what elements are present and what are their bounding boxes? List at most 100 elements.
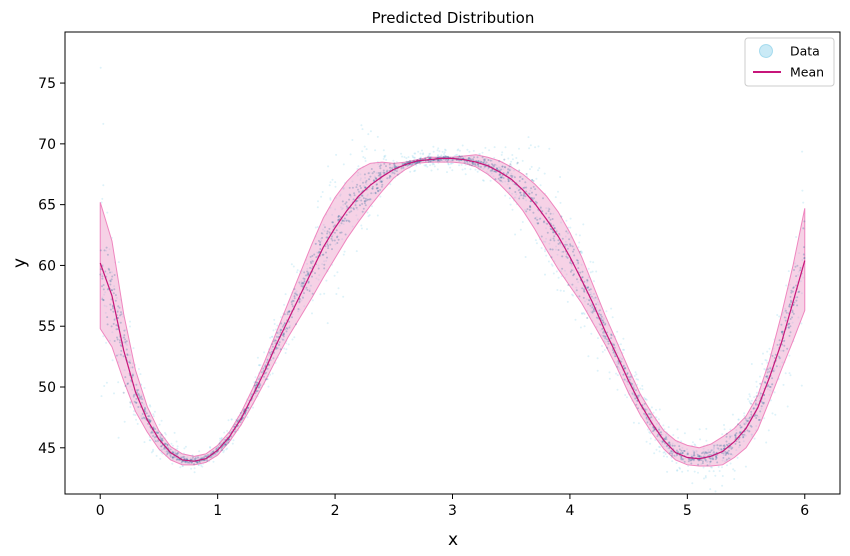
- data-point: [411, 154, 414, 157]
- data-point: [320, 195, 323, 198]
- data-point: [177, 452, 180, 455]
- data-point: [588, 299, 590, 302]
- data-point: [377, 190, 379, 193]
- data-point: [341, 220, 344, 222]
- data-point: [749, 424, 752, 427]
- data-point: [619, 343, 622, 346]
- data-point: [753, 415, 756, 417]
- data-point: [591, 306, 594, 309]
- data-point: [518, 197, 521, 200]
- data-point: [323, 292, 326, 295]
- data-point: [141, 417, 144, 420]
- data-point: [329, 197, 332, 200]
- data-point: [580, 252, 583, 255]
- data-point: [196, 461, 199, 464]
- data-point: [580, 312, 583, 315]
- data-point: [511, 158, 514, 161]
- data-point: [258, 364, 261, 367]
- data-point: [129, 406, 132, 408]
- data-point: [762, 401, 765, 404]
- data-point: [111, 359, 114, 362]
- data-point: [254, 376, 257, 379]
- data-point: [393, 166, 396, 169]
- data-point: [717, 447, 720, 450]
- data-point: [326, 230, 329, 233]
- data-point: [379, 162, 382, 165]
- data-point: [135, 397, 138, 400]
- data-point: [140, 398, 143, 400]
- data-point: [376, 187, 378, 190]
- data-point: [379, 164, 382, 167]
- data-point: [673, 444, 676, 447]
- data-point: [369, 175, 372, 178]
- data-point: [277, 342, 280, 345]
- data-point: [590, 332, 593, 335]
- data-point: [323, 267, 326, 270]
- data-point: [662, 424, 665, 427]
- data-point: [524, 256, 527, 258]
- data-point: [364, 200, 366, 203]
- data-point: [169, 448, 172, 451]
- data-point: [567, 284, 570, 286]
- data-point: [258, 364, 261, 367]
- data-point: [154, 440, 157, 443]
- data-point: [302, 296, 304, 299]
- data-point: [331, 221, 334, 224]
- data-point: [559, 176, 562, 178]
- data-point: [325, 279, 328, 282]
- data-point: [193, 458, 195, 461]
- data-point: [490, 172, 493, 175]
- data-point: [106, 272, 109, 275]
- data-point: [605, 310, 608, 313]
- data-point: [633, 375, 636, 377]
- data-point: [538, 167, 541, 170]
- data-point: [394, 164, 396, 167]
- data-point: [489, 179, 492, 182]
- data-point: [508, 187, 511, 190]
- data-point: [126, 344, 129, 346]
- data-point: [276, 347, 279, 350]
- data-point: [300, 283, 303, 286]
- data-point: [769, 399, 772, 402]
- data-point: [227, 441, 230, 444]
- data-point: [99, 66, 102, 69]
- data-point: [598, 322, 601, 325]
- data-point: [788, 303, 791, 306]
- data-point: [321, 233, 324, 235]
- data-point: [177, 452, 180, 455]
- data-point: [323, 263, 326, 266]
- data-point: [112, 292, 115, 295]
- data-point: [693, 458, 696, 461]
- data-point: [135, 418, 138, 421]
- data-point: [628, 378, 631, 381]
- data-point: [498, 166, 501, 169]
- data-point: [306, 270, 309, 273]
- data-point: [548, 208, 551, 211]
- data-point: [738, 441, 741, 444]
- data-point: [103, 304, 106, 307]
- data-point: [792, 287, 795, 289]
- data-point: [350, 210, 353, 213]
- data-point: [438, 150, 441, 153]
- data-point: [325, 236, 328, 239]
- data-point: [788, 334, 791, 337]
- data-point: [646, 422, 649, 425]
- legend-data-label: Data: [790, 44, 820, 59]
- data-point: [763, 368, 766, 370]
- data-point: [602, 331, 605, 334]
- data-point: [682, 449, 684, 452]
- data-point: [512, 175, 515, 178]
- data-point: [729, 462, 732, 465]
- data-point: [276, 343, 279, 346]
- data-point: [193, 463, 195, 466]
- data-point: [528, 193, 531, 196]
- data-point: [746, 417, 749, 420]
- data-point: [140, 414, 143, 417]
- data-point: [659, 446, 662, 449]
- data-point: [559, 243, 562, 246]
- data-point: [184, 461, 187, 464]
- data-point: [544, 273, 546, 276]
- data-point: [366, 198, 369, 201]
- data-point: [309, 255, 312, 258]
- data-point: [744, 417, 747, 420]
